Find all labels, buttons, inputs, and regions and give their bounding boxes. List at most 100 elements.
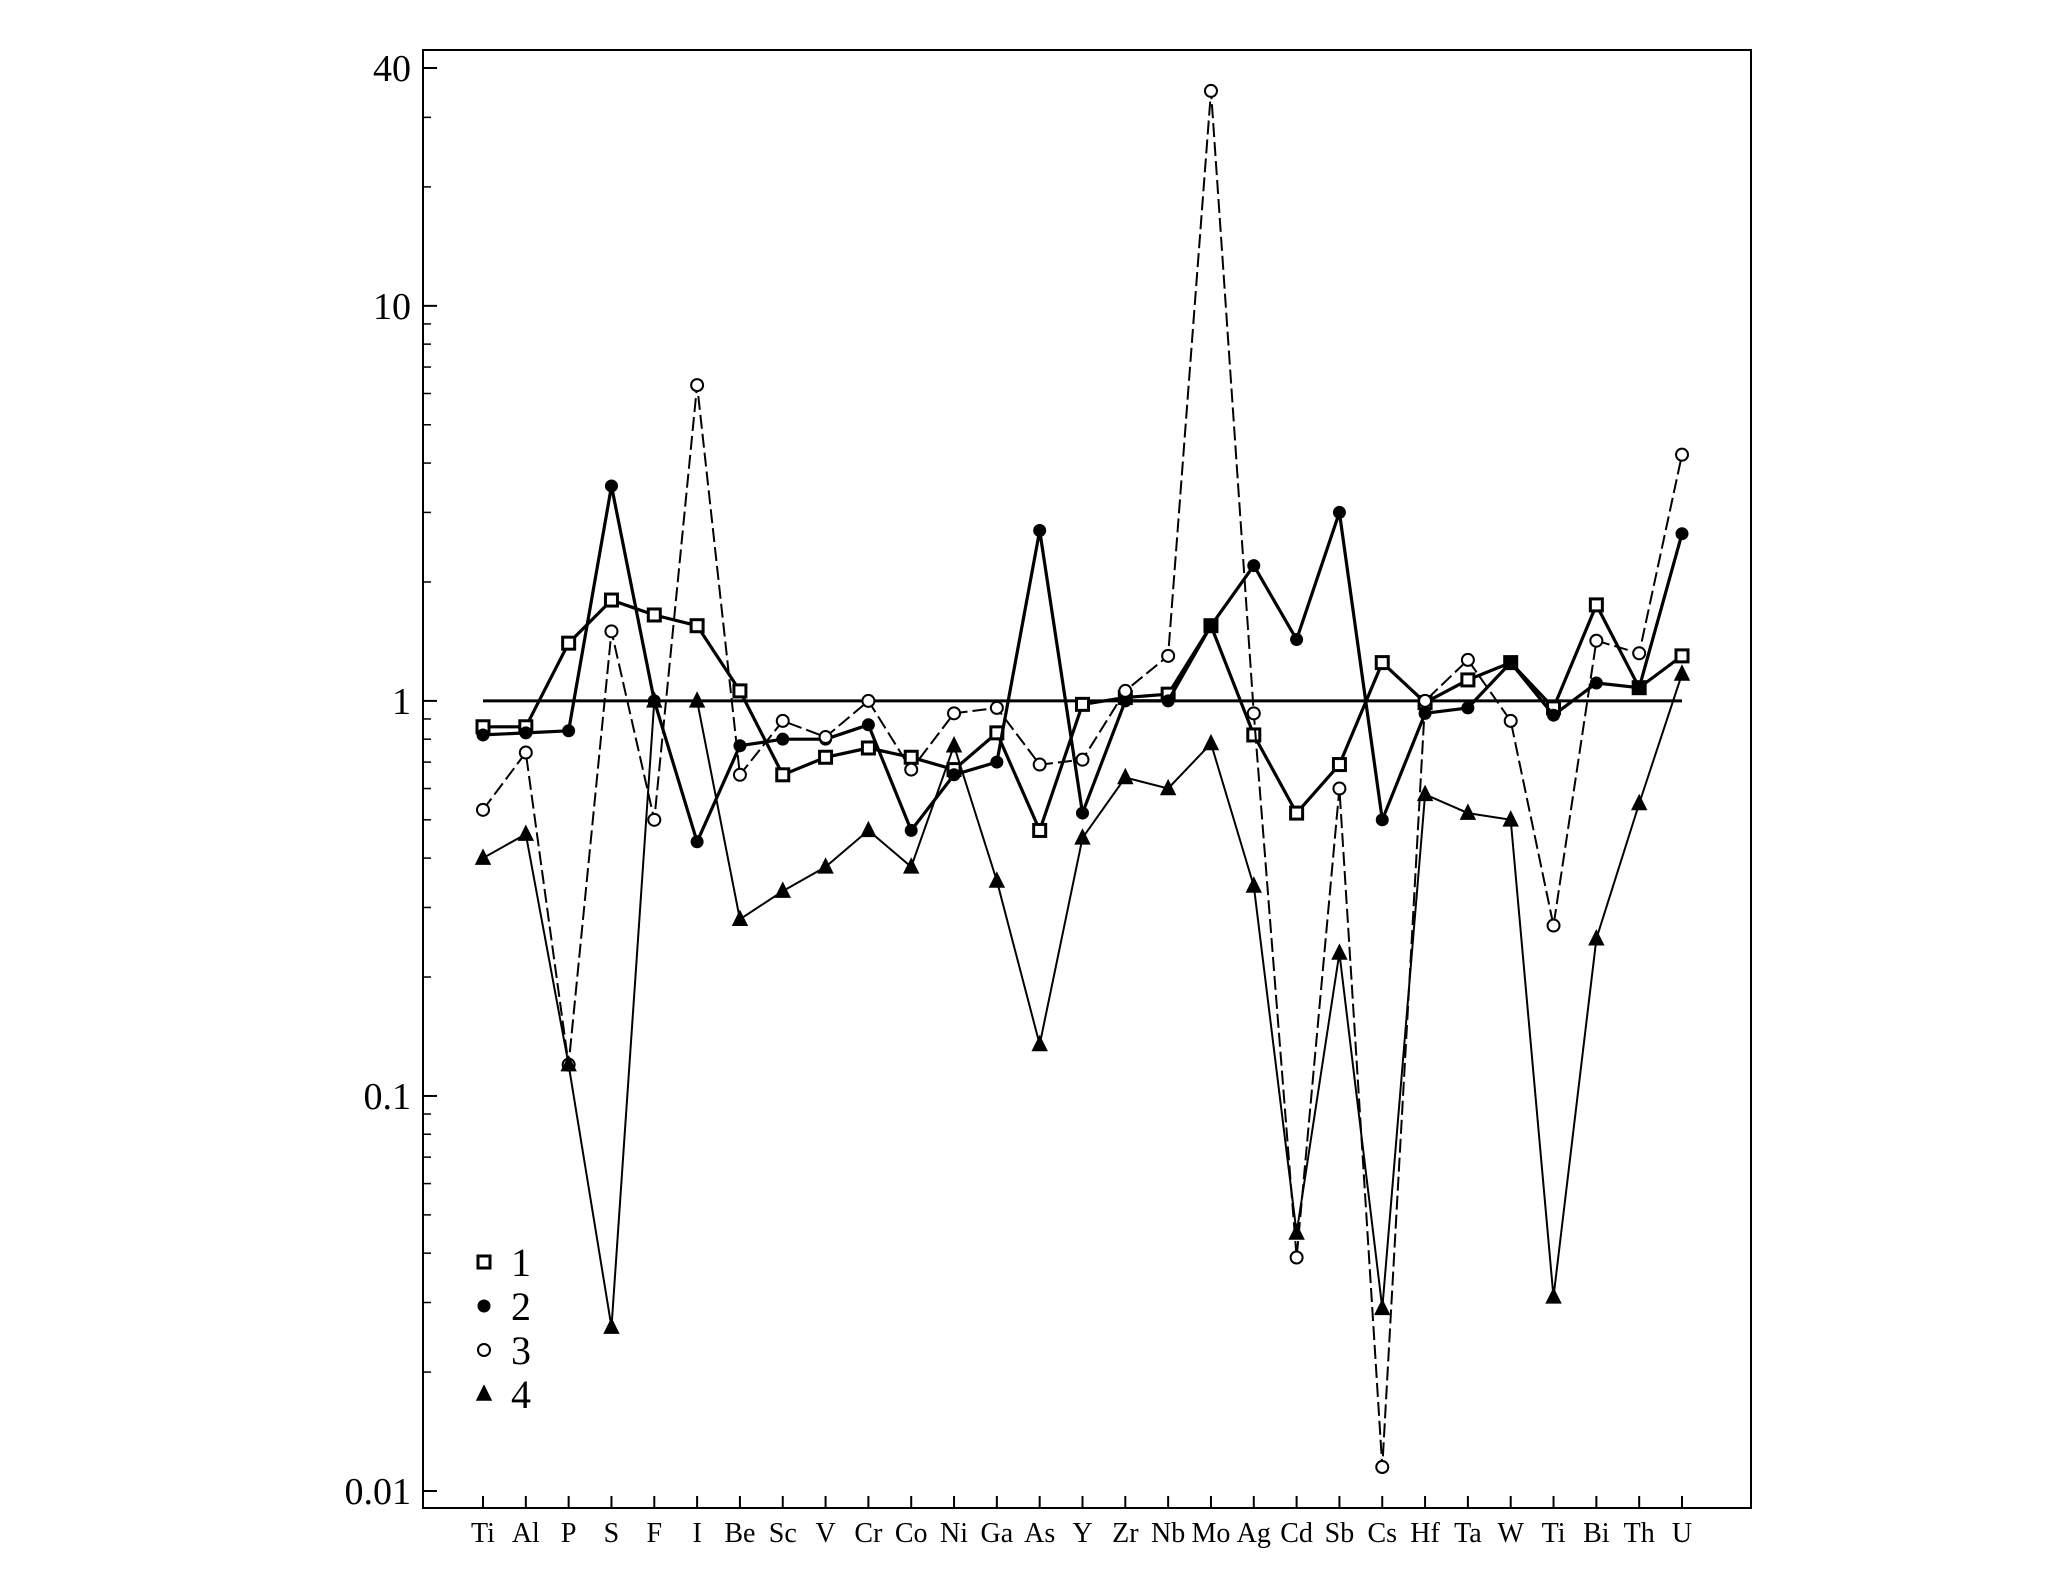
data-point bbox=[1632, 646, 1647, 661]
x-tick-label: Ga bbox=[981, 1518, 1014, 1549]
series-3 bbox=[476, 83, 1689, 1475]
data-point bbox=[603, 592, 619, 608]
data-point bbox=[775, 767, 791, 783]
x-tick-label: F bbox=[646, 1518, 662, 1549]
data-point bbox=[1247, 559, 1261, 573]
data-point bbox=[1589, 676, 1603, 690]
x-tick-label: Y bbox=[1072, 1518, 1092, 1549]
data-point bbox=[519, 726, 533, 740]
data-point bbox=[1504, 656, 1518, 670]
x-tick-label: Ta bbox=[1454, 1518, 1482, 1549]
y-tick-label: 10 bbox=[373, 286, 411, 328]
data-point bbox=[860, 740, 876, 756]
data-point bbox=[1031, 1034, 1048, 1052]
data-point bbox=[1547, 708, 1561, 722]
y-tick-label: 0.1 bbox=[364, 1076, 412, 1118]
data-point bbox=[1074, 828, 1091, 845]
x-tick-label: Sc bbox=[769, 1518, 797, 1549]
data-point bbox=[1202, 733, 1220, 751]
data-point bbox=[1675, 527, 1689, 541]
data-point bbox=[604, 624, 619, 639]
series-2 bbox=[476, 479, 1689, 849]
x-tick-label: Sb bbox=[1325, 1518, 1355, 1549]
data-point bbox=[1332, 781, 1347, 796]
data-point bbox=[1161, 694, 1175, 708]
data-point bbox=[1161, 648, 1176, 663]
x-tick-label: Co bbox=[895, 1518, 928, 1549]
data-point bbox=[1032, 757, 1047, 772]
data-point bbox=[1204, 619, 1218, 633]
data-point bbox=[818, 730, 833, 745]
data-point bbox=[603, 1317, 620, 1334]
y-tick-label: 40 bbox=[373, 48, 411, 90]
data-point bbox=[646, 691, 663, 708]
data-point bbox=[1245, 876, 1262, 893]
data-point bbox=[988, 871, 1006, 888]
data-point bbox=[1075, 696, 1090, 712]
data-point bbox=[518, 745, 533, 760]
x-tick-label: As bbox=[1024, 1518, 1055, 1549]
legend-marker bbox=[477, 1343, 491, 1357]
data-point bbox=[861, 693, 876, 708]
data-point bbox=[1460, 652, 1475, 667]
data-point bbox=[647, 812, 662, 827]
data-point bbox=[1503, 713, 1518, 728]
data-point bbox=[1502, 810, 1519, 827]
x-tick-label: I bbox=[692, 1518, 701, 1549]
data-point bbox=[1374, 655, 1390, 671]
data-point bbox=[562, 724, 576, 738]
x-tick-label: V bbox=[815, 1518, 835, 1549]
data-point bbox=[1374, 1298, 1391, 1316]
data-point bbox=[1246, 706, 1261, 721]
data-point bbox=[1033, 523, 1047, 537]
data-point bbox=[1331, 943, 1348, 960]
y-tick-label: 0.01 bbox=[345, 1471, 412, 1513]
data-point bbox=[1159, 778, 1177, 796]
series-layer bbox=[474, 83, 1691, 1475]
x-tick-label: Zr bbox=[1112, 1518, 1139, 1549]
x-tick-label: Cd bbox=[1280, 1518, 1313, 1549]
data-point bbox=[1289, 805, 1305, 821]
data-point bbox=[860, 820, 877, 838]
x-tick-label: Bi bbox=[1583, 1518, 1610, 1549]
x-tick-label: Ti bbox=[1542, 1518, 1566, 1549]
x-tick-label: Cs bbox=[1367, 1518, 1397, 1549]
data-point bbox=[817, 857, 834, 874]
series-line bbox=[482, 89, 1683, 1468]
data-point bbox=[1418, 693, 1433, 708]
data-point bbox=[1675, 447, 1689, 462]
data-point bbox=[517, 824, 535, 841]
data-point bbox=[1375, 1460, 1390, 1475]
x-tick-label: Cr bbox=[854, 1518, 883, 1549]
data-point bbox=[945, 736, 963, 753]
data-point bbox=[1118, 683, 1133, 698]
legend-marker bbox=[475, 1384, 493, 1401]
data-point bbox=[774, 881, 791, 898]
series-line bbox=[482, 673, 1683, 1329]
data-point bbox=[690, 378, 705, 393]
x-tick-label: P bbox=[561, 1518, 577, 1549]
data-point bbox=[989, 700, 1004, 715]
y-tick-label: 1 bbox=[392, 681, 411, 723]
data-point bbox=[731, 909, 749, 927]
data-point bbox=[476, 728, 490, 742]
data-point bbox=[1461, 701, 1475, 715]
x-tick-label: Mo bbox=[1192, 1518, 1231, 1549]
data-point bbox=[1289, 1250, 1304, 1265]
data-point bbox=[1075, 752, 1090, 767]
data-point bbox=[1460, 672, 1476, 688]
x-tick-label: Al bbox=[512, 1518, 540, 1549]
x-tick-label: Ni bbox=[940, 1518, 968, 1549]
data-point bbox=[604, 479, 618, 493]
legend-label: 3 bbox=[511, 1328, 531, 1373]
data-point bbox=[1546, 918, 1561, 933]
data-point bbox=[1246, 727, 1262, 743]
data-point bbox=[474, 848, 492, 865]
data-point bbox=[1674, 648, 1690, 664]
y-axis: 0.01 0.1 1 10 40 bbox=[345, 48, 437, 1513]
legend-label: 1 bbox=[511, 1240, 531, 1285]
data-point bbox=[990, 755, 1004, 769]
x-tick-label: Nb bbox=[1151, 1518, 1185, 1549]
